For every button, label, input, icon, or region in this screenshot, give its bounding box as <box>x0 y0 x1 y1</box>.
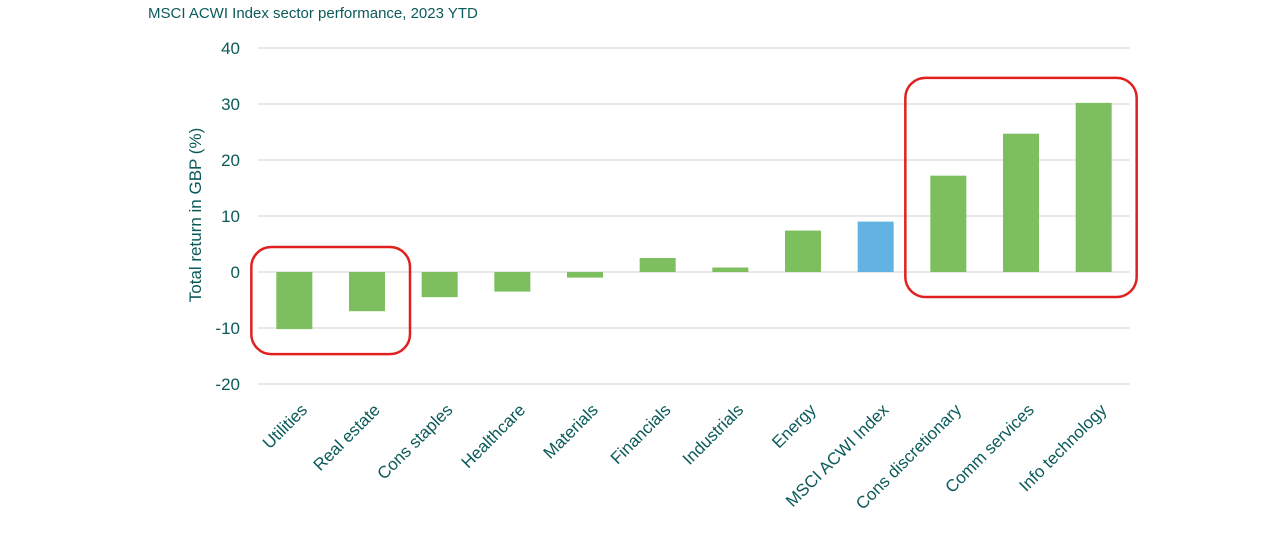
bar <box>349 272 385 312</box>
bar <box>567 272 603 278</box>
category-label: Cons staples <box>374 400 457 483</box>
y-tick-label: 10 <box>221 207 240 226</box>
y-axis-label: Total return in GBP (%) <box>186 128 205 302</box>
category-label: Real estate <box>310 400 384 474</box>
category-label: Energy <box>768 400 820 452</box>
highlight-boxes <box>250 76 1138 356</box>
y-tick-labels: -20 -10 0 10 20 30 40 <box>215 39 240 394</box>
y-tick-label: 40 <box>221 39 240 58</box>
category-label: Financials <box>607 400 675 468</box>
bar <box>276 272 313 330</box>
bar <box>1003 133 1039 272</box>
bar <box>494 272 531 292</box>
bar <box>857 221 894 272</box>
bar <box>639 258 676 272</box>
category-label: Healthcare <box>458 400 530 472</box>
category-label: Industrials <box>679 400 747 468</box>
category-label: Materials <box>540 400 602 462</box>
bar <box>785 230 821 272</box>
y-tick-label: -10 <box>215 319 240 338</box>
bars <box>276 102 1112 330</box>
bar <box>930 175 967 272</box>
y-tick-label: 30 <box>221 95 240 114</box>
bar <box>712 267 749 272</box>
bar <box>1075 102 1112 272</box>
y-tick-label: 0 <box>231 263 240 282</box>
chart-title: MSCI ACWI Index sector performance, 2023… <box>148 5 478 22</box>
y-tick-label: 20 <box>221 151 240 170</box>
y-tick-label: -20 <box>215 375 240 394</box>
category-label: Utilities <box>259 400 311 452</box>
bar <box>421 272 458 298</box>
highlight-box <box>250 245 412 356</box>
gridlines <box>258 47 1130 385</box>
highlight-box <box>904 76 1138 299</box>
